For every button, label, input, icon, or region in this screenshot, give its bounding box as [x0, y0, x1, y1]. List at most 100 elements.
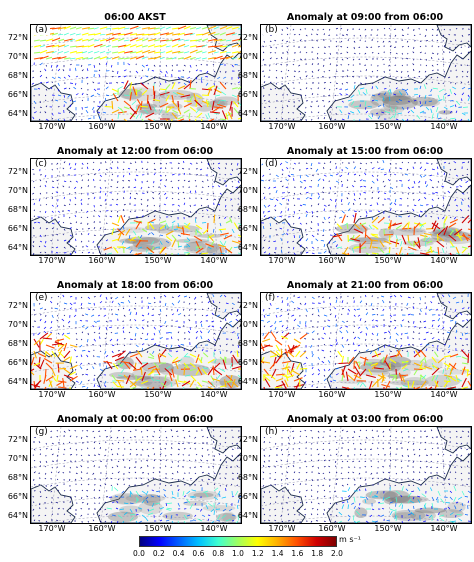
wind-vector [298, 209, 301, 212]
wind-vector [183, 64, 186, 67]
wind-vector [189, 477, 192, 480]
wind-vector [129, 508, 133, 513]
wind-vector [224, 82, 227, 85]
wind-vector [186, 514, 191, 517]
wind-vector [116, 436, 119, 439]
wind-vector [75, 332, 77, 335]
wind-vector [377, 52, 380, 55]
wind-vector [382, 299, 385, 304]
wind-vector [75, 221, 78, 224]
wind-vector [93, 32, 102, 36]
wind-vector [33, 106, 35, 109]
wind-vector [69, 375, 78, 382]
wind-vector [111, 350, 114, 354]
wind-vector [412, 63, 415, 66]
wind-vector [194, 218, 197, 224]
wind-vector [353, 180, 356, 182]
wind-vector [69, 45, 77, 48]
wind-vector [383, 185, 386, 188]
wind-vector [299, 333, 308, 340]
wind-vector [263, 94, 265, 97]
latitude-label: 68°N [7, 473, 28, 482]
wind-vector [350, 94, 355, 98]
wind-vector [123, 50, 133, 54]
wind-vector [335, 173, 339, 176]
wind-vector [159, 56, 165, 60]
wind-vector [177, 240, 180, 248]
wind-vector [140, 105, 149, 108]
wind-vector [133, 230, 137, 236]
latitude-label: 66°N [7, 492, 28, 501]
latitude-label: 68°N [7, 339, 28, 348]
wind-vector [63, 228, 66, 231]
wind-vector [454, 64, 457, 68]
wind-vector [322, 28, 325, 31]
wind-vector [217, 490, 221, 496]
wind-vector [183, 197, 185, 200]
wind-vector [263, 460, 266, 463]
wind-vector [311, 118, 313, 121]
wind-vector [45, 38, 54, 42]
wind-vector [371, 353, 382, 358]
wind-vector [305, 251, 309, 254]
wind-vector [230, 350, 233, 354]
wind-vector [461, 502, 464, 507]
terrain-shade [110, 494, 148, 505]
wind-vector [298, 70, 301, 73]
wind-vector [167, 507, 173, 510]
wind-vector [395, 87, 398, 90]
wind-vector [170, 484, 173, 486]
wind-vector [136, 88, 143, 93]
wind-vector [39, 100, 41, 103]
wind-vector [207, 85, 215, 90]
wind-vector [84, 106, 89, 109]
wind-vector [213, 38, 223, 42]
wind-vector [75, 355, 79, 358]
wind-vector [198, 252, 203, 255]
wind-vector [447, 94, 451, 97]
wind-vector [419, 349, 427, 358]
wind-vector [293, 252, 296, 255]
wind-vector [412, 478, 415, 480]
wind-vector [426, 240, 433, 244]
wind-vector [69, 38, 76, 42]
latitude-label: 68°N [7, 71, 28, 80]
wind-vector [345, 371, 349, 382]
wind-vector [141, 49, 151, 54]
wind-vector [50, 320, 53, 324]
wind-vector [467, 380, 471, 388]
wind-vector [135, 174, 139, 177]
wind-vector [74, 162, 77, 166]
latitude-label: 70°N [237, 52, 258, 61]
wind-vector [389, 358, 397, 364]
wind-vector [143, 109, 149, 114]
wind-vector [287, 246, 290, 249]
latitude-label: 72°N [7, 301, 28, 310]
wind-vector [384, 110, 391, 114]
wind-vector [39, 45, 46, 48]
wind-vector [218, 244, 227, 248]
wind-vector [455, 329, 458, 334]
wind-vector [104, 384, 107, 388]
wind-vector [447, 190, 451, 194]
terrain-shade [437, 369, 469, 375]
wind-vector [401, 52, 404, 55]
latitude-label: 64°N [237, 109, 258, 118]
wind-vector [97, 105, 101, 108]
wind-vector [327, 360, 331, 364]
wind-vector [359, 368, 367, 377]
wind-vector [206, 460, 209, 462]
wind-vector [413, 58, 415, 61]
wind-vector [353, 198, 356, 201]
wind-vector [399, 198, 403, 200]
wind-vector [401, 70, 403, 73]
terrain-shade [162, 511, 193, 521]
wind-vector [45, 448, 48, 450]
wind-vector [467, 97, 470, 102]
wind-vector [112, 363, 119, 370]
wind-vector [383, 332, 387, 334]
wind-vector [305, 174, 309, 178]
wind-vector [189, 504, 193, 510]
wind-vector [205, 243, 215, 248]
wind-vector [231, 228, 235, 234]
